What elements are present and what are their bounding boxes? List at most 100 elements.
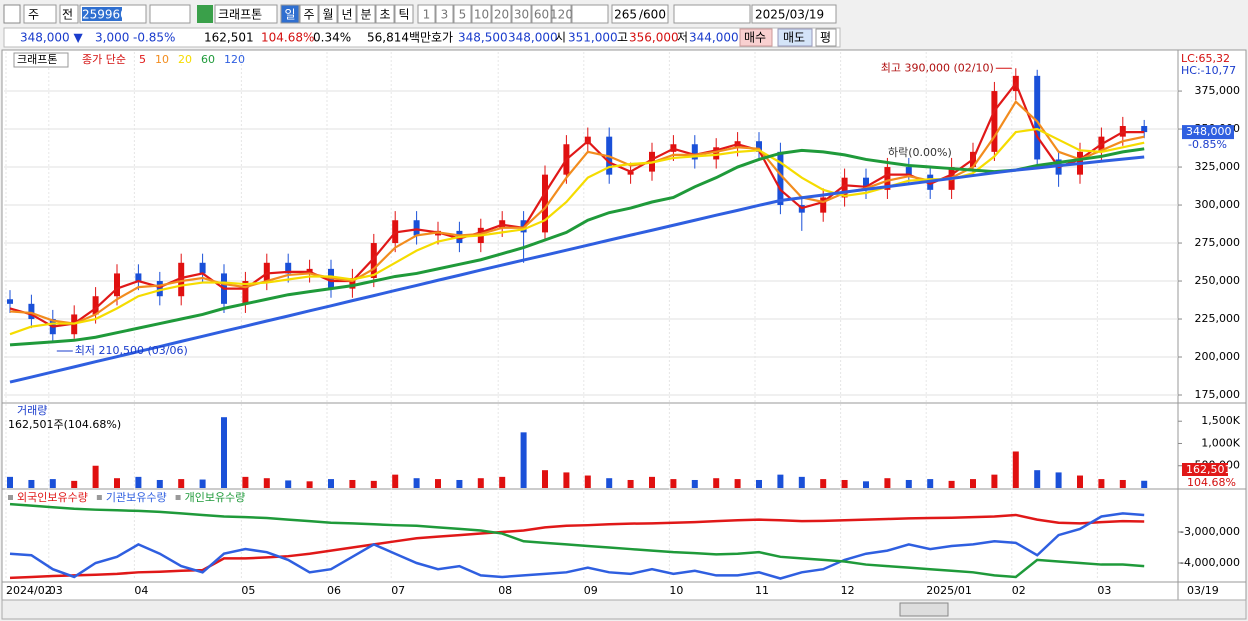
x-tick-label: 06: [327, 584, 341, 597]
interval-button[interactable]: [531, 4, 552, 24]
tool-buttons[interactable]: [673, 4, 751, 24]
buy-button[interactable]: [739, 28, 773, 47]
candle-body: [413, 220, 420, 236]
volume-bar: [28, 479, 35, 488]
legend-entry: 10: [155, 53, 169, 66]
sell-button[interactable]: [777, 28, 813, 47]
interval-button[interactable]: [435, 4, 454, 24]
period-button[interactable]: [280, 4, 300, 24]
bid: 348,000: [508, 31, 558, 45]
volume-info: 162,501주(104.68%): [8, 418, 121, 431]
legend-entry: 개인보유수량: [185, 491, 246, 504]
interval-label: 30: [514, 8, 529, 22]
volume-bar: [392, 474, 399, 488]
interval-button[interactable]: [551, 4, 572, 24]
last-volume-label: 162,501: [1186, 463, 1232, 476]
volume-bar: [306, 481, 313, 488]
period-button[interactable]: [337, 4, 357, 24]
y-tick-label: 250,000: [1195, 274, 1241, 287]
info-frame: [3, 27, 841, 48]
candle-body: [820, 197, 827, 213]
candle-body: [92, 296, 99, 315]
candle-body: [263, 262, 270, 282]
volume-rate: 104.68%: [261, 31, 314, 45]
high: 356,000: [629, 31, 679, 45]
ask: 348,500: [458, 31, 508, 45]
period-button[interactable]: [356, 4, 376, 24]
date-box[interactable]: [751, 4, 837, 24]
scope-button[interactable]: [59, 4, 79, 24]
volume-bar: [199, 479, 206, 488]
ma-label: 종가 단순: [82, 53, 126, 66]
code-highlight: [82, 7, 122, 21]
period-button[interactable]: [375, 4, 395, 24]
y-tick-label: 300,000: [1195, 198, 1241, 211]
period-label: 주: [303, 8, 314, 22]
change-rate: -0.85%: [133, 31, 175, 45]
volume-bar: [1141, 480, 1148, 488]
volume-bar: [92, 465, 99, 488]
period-label: 년: [341, 8, 352, 22]
market-select[interactable]: [23, 4, 57, 24]
interval-button[interactable]: [453, 4, 472, 24]
count-box[interactable]: [611, 4, 669, 24]
interval-button[interactable]: [471, 4, 492, 24]
period-button[interactable]: [299, 4, 319, 24]
volume-bar: [948, 480, 955, 488]
volume-bar: [584, 475, 591, 488]
candle-body: [841, 177, 848, 198]
menu-button[interactable]: [3, 4, 21, 24]
last-price-box: [1182, 125, 1234, 140]
candle-body: [28, 303, 35, 320]
interval-label: 3: [441, 8, 449, 22]
holding-line: [9, 502, 1145, 579]
x-tick-label: 2024/02: [6, 584, 52, 597]
volume-bar: [435, 479, 441, 488]
candle-body: [991, 91, 998, 152]
period-button[interactable]: [394, 4, 414, 24]
scroll-controls[interactable]: [899, 602, 949, 617]
volume-bar: [905, 479, 912, 488]
chart-title: 크래프톤: [17, 53, 57, 66]
ma-line: [9, 81, 1145, 328]
legend-entry: 120: [224, 53, 245, 66]
candle-body: [135, 273, 142, 282]
avg-button[interactable]: [815, 28, 837, 47]
candle-body: [627, 171, 634, 175]
candle-body: [199, 262, 206, 274]
candle-body: [756, 141, 762, 152]
x-tick-label: 02: [1012, 584, 1026, 597]
panel-title: 거래량: [17, 404, 47, 417]
candle-body: [542, 174, 548, 233]
volume-bar: [114, 478, 120, 488]
volume-bar: [242, 476, 249, 488]
legend-entry: 5: [139, 53, 146, 66]
period-label: 분: [360, 8, 371, 22]
legend-entry: 60: [201, 53, 215, 66]
y-tick-label: 275,000: [1195, 236, 1241, 249]
interval-select[interactable]: [571, 4, 609, 24]
period-button[interactable]: [318, 4, 338, 24]
x-tick-label: 09: [584, 584, 598, 597]
volume-bar: [328, 479, 334, 488]
x-tick-label: 04: [134, 584, 148, 597]
candle-body: [691, 144, 698, 160]
scrollbar[interactable]: [1, 599, 1247, 620]
interval-button[interactable]: [417, 4, 436, 24]
new-badge: [197, 5, 213, 23]
ma-line: [9, 147, 1145, 347]
y-tick-label: 225,000: [1195, 312, 1241, 325]
candle-body: [156, 281, 163, 297]
interval-button[interactable]: [491, 4, 512, 24]
interval-label: 1: [423, 8, 431, 22]
volume-bar: [542, 470, 548, 488]
candle-body: [777, 151, 784, 206]
volume-bar: [263, 478, 270, 488]
price: 348,000 ▼: [20, 31, 83, 45]
candle-body: [1141, 126, 1148, 133]
interval-label: 120: [550, 8, 573, 22]
interval-button[interactable]: [511, 4, 532, 24]
avg: 평: [820, 31, 831, 45]
date: 2025/03/19: [755, 8, 824, 22]
search-buttons[interactable]: [149, 4, 191, 24]
